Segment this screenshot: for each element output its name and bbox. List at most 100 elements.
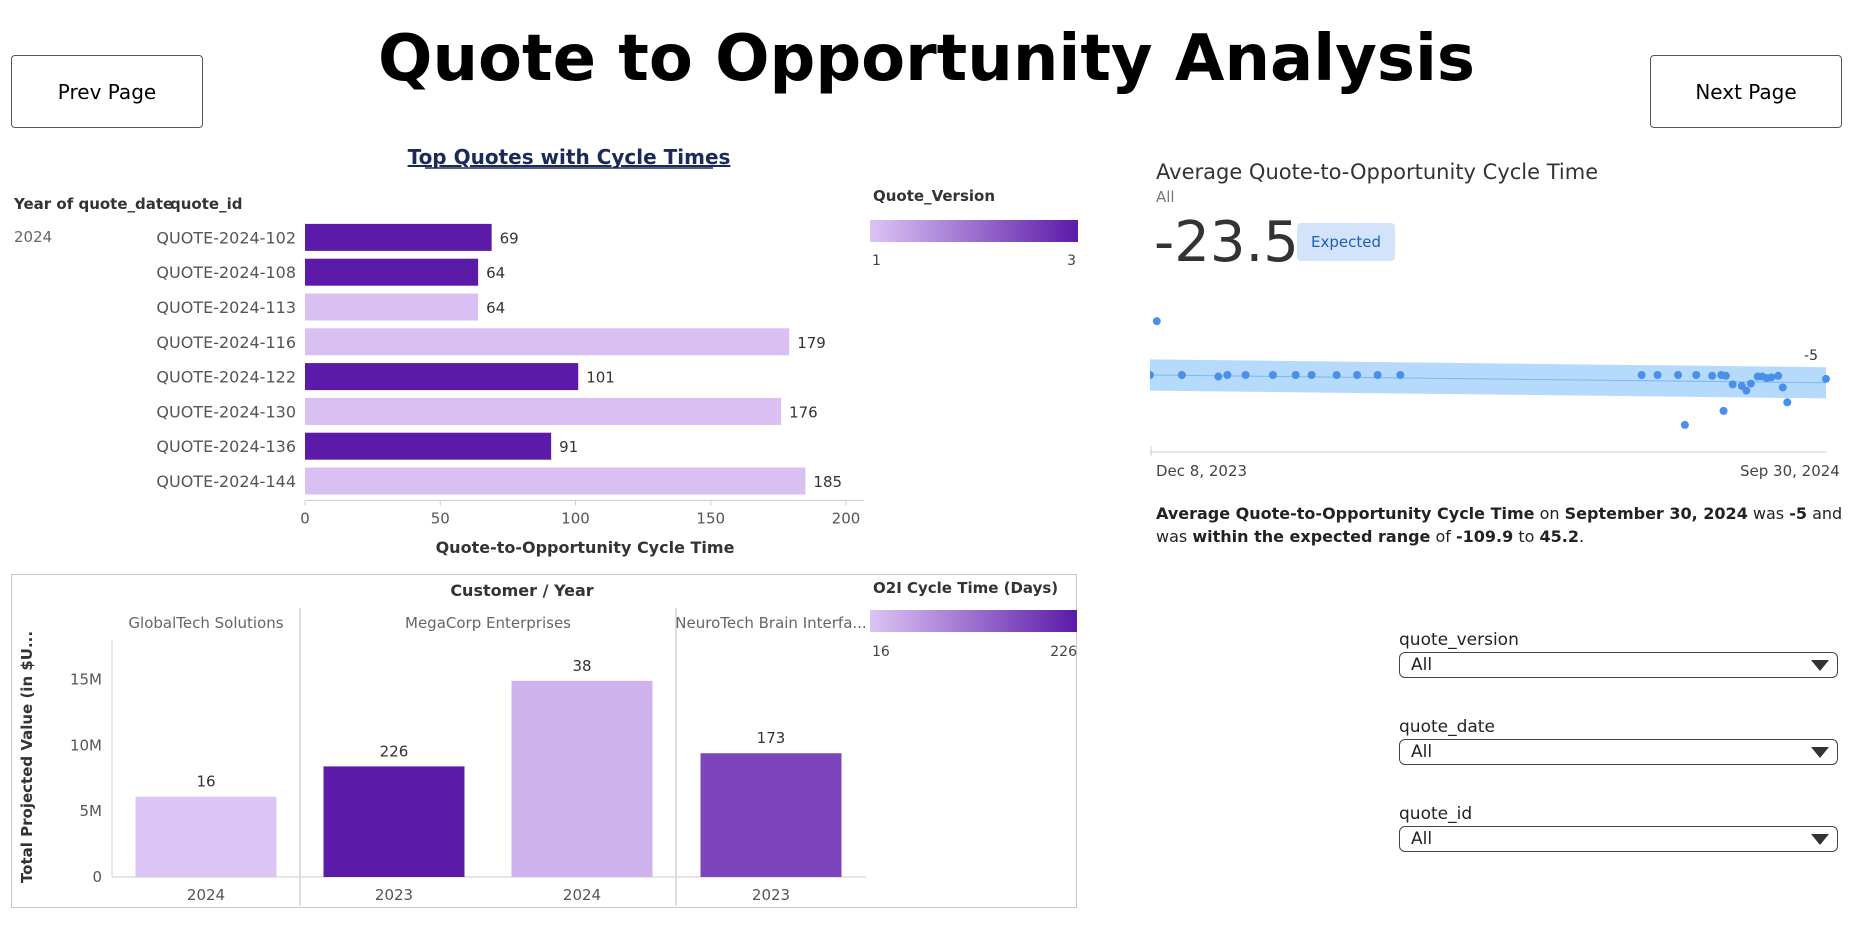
summary-was: was — [1747, 504, 1790, 523]
top-quotes-x-axis-label: Quote-to-Opportunity Cycle Time — [436, 538, 735, 557]
quote-version-legend-min: 1 — [872, 253, 881, 269]
kpi-data-point[interactable] — [1332, 371, 1341, 379]
quote-id-label: QUOTE-2024-102 — [156, 228, 296, 247]
o2i-legend-max: 226 — [1050, 644, 1077, 660]
kpi-data-point[interactable] — [1746, 379, 1755, 388]
quote-id-label: QUOTE-2024-122 — [156, 368, 296, 387]
kpi-data-point[interactable] — [1177, 371, 1186, 379]
kpi-data-point[interactable] — [1822, 374, 1830, 383]
customer-bar[interactable] — [700, 753, 842, 877]
customer-bar-label: 226 — [380, 742, 409, 760]
quote-bar[interactable] — [305, 432, 552, 460]
kpi-data-point[interactable] — [1373, 371, 1382, 379]
quote-bar-value: 91 — [559, 438, 578, 456]
kpi-scatter-chart: -5 — [1150, 317, 1830, 456]
quote-id-label: QUOTE-2024-144 — [156, 472, 296, 491]
kpi-data-point[interactable] — [1728, 380, 1737, 389]
quote-bar[interactable] — [305, 223, 492, 251]
kpi-data-point[interactable] — [1692, 371, 1701, 379]
quote-bar[interactable] — [305, 363, 579, 391]
kpi-data-point[interactable] — [1268, 371, 1277, 379]
year-value: 2024 — [14, 228, 52, 246]
quote-bar[interactable] — [305, 397, 782, 425]
quote-version-dropdown[interactable]: All — [1399, 652, 1838, 678]
quote-bar[interactable] — [305, 293, 479, 321]
customer-bar[interactable] — [323, 766, 465, 877]
kpi-data-point[interactable] — [1150, 371, 1154, 379]
chevron-down-icon — [1811, 834, 1829, 845]
quote-version-dropdown-value: All — [1411, 655, 1433, 675]
left-charts-svg: Top Quotes with Cycle Times Year of quot… — [13, 145, 1078, 906]
kpi-data-point[interactable] — [1152, 317, 1161, 326]
kpi-data-point[interactable] — [1774, 371, 1783, 380]
quote-bar[interactable] — [305, 467, 806, 495]
kpi-data-point[interactable] — [1674, 371, 1683, 379]
y-tick-label: 5M — [80, 802, 103, 820]
summary-and-was: and was — [1156, 504, 1843, 546]
kpi-data-point[interactable] — [1742, 386, 1751, 395]
quote-bar-value: 185 — [813, 473, 842, 491]
summary-of: of — [1430, 527, 1456, 546]
quote-id-dropdown[interactable]: All — [1399, 826, 1838, 852]
kpi-data-point[interactable] — [1767, 373, 1776, 382]
x-tick-label: 150 — [696, 509, 725, 527]
kpi-last-value-label: -5 — [1804, 348, 1818, 364]
quote-bar[interactable] — [305, 328, 790, 356]
customer-bar-chart: 0 5M 10M 15M GlobalTech Solutions 16 2024 MegaC… — [70, 608, 867, 906]
slicer-label-quote-version: quote_version — [1399, 630, 1519, 650]
summary-to: to — [1513, 527, 1540, 546]
top-quotes-title[interactable]: Top Quotes with Cycle Times — [408, 145, 731, 169]
y-tick-label: 0 — [92, 868, 102, 886]
x-tick-label: 100 — [561, 509, 590, 527]
quote-bar-value: 101 — [586, 369, 615, 387]
customer-bar-year: 2023 — [375, 886, 413, 904]
kpi-data-point[interactable] — [1637, 371, 1646, 379]
kpi-data-point[interactable] — [1307, 371, 1316, 379]
kpi-expected-badge: Expected — [1297, 223, 1395, 261]
summary-high: 45.2 — [1539, 527, 1579, 546]
kpi-subtitle: All — [1156, 188, 1175, 206]
quote-bar-value: 64 — [486, 299, 505, 317]
kpi-data-point[interactable] — [1783, 398, 1792, 407]
kpi-data-point[interactable] — [1396, 371, 1405, 379]
quote-version-legend-gradient — [870, 220, 1078, 242]
kpi-data-point[interactable] — [1353, 371, 1362, 379]
kpi-data-point[interactable] — [1223, 371, 1232, 379]
kpi-date-start: Dec 8, 2023 — [1156, 462, 1248, 480]
customer-bar-year: 2024 — [187, 886, 225, 904]
slicer-label-quote-date: quote_date — [1399, 717, 1495, 737]
quote-bar[interactable] — [305, 258, 479, 286]
quote-date-dropdown[interactable]: All — [1399, 739, 1838, 765]
quote-id-label: QUOTE-2024-116 — [156, 333, 296, 352]
summary-measure: Average Quote-to-Opportunity Cycle Time — [1156, 504, 1535, 523]
quote-bar-value: 69 — [500, 229, 519, 247]
kpi-data-point[interactable] — [1719, 406, 1728, 415]
kpi-data-point[interactable] — [1708, 371, 1717, 380]
x-tick-label: 0 — [300, 509, 310, 527]
kpi-scatter-svg: -5 — [1150, 317, 1830, 456]
kpi-data-point[interactable] — [1291, 371, 1300, 379]
kpi-data-point[interactable] — [1214, 372, 1223, 381]
customer-bar[interactable] — [511, 680, 653, 877]
x-tick-label: 200 — [832, 509, 861, 527]
kpi-data-point[interactable] — [1241, 371, 1250, 379]
customer-bar-label: 16 — [196, 773, 215, 791]
quote-date-dropdown-value: All — [1411, 742, 1433, 762]
quote-id-label: QUOTE-2024-130 — [156, 402, 296, 421]
next-page-button[interactable]: Next Page — [1650, 55, 1842, 128]
kpi-data-point[interactable] — [1653, 371, 1662, 379]
kpi-data-point[interactable] — [1721, 371, 1730, 380]
year-column-header: Year of quote_date — [13, 195, 173, 213]
summary-low: -109.9 — [1455, 527, 1514, 546]
prev-page-button[interactable]: Prev Page — [11, 55, 203, 128]
y-tick-label: 10M — [70, 736, 102, 754]
kpi-data-point[interactable] — [1680, 420, 1689, 429]
o2i-legend-min: 16 — [872, 644, 890, 660]
customer-group-label: MegaCorp Enterprises — [405, 614, 571, 632]
summary-range-text: within the expected range — [1192, 527, 1431, 546]
kpi-date-end: Sep 30, 2024 — [1740, 462, 1840, 480]
customer-bar[interactable] — [135, 796, 277, 877]
quote-id-label: QUOTE-2024-113 — [156, 298, 296, 317]
kpi-data-point[interactable] — [1778, 383, 1787, 392]
summary-end: . — [1578, 527, 1585, 546]
